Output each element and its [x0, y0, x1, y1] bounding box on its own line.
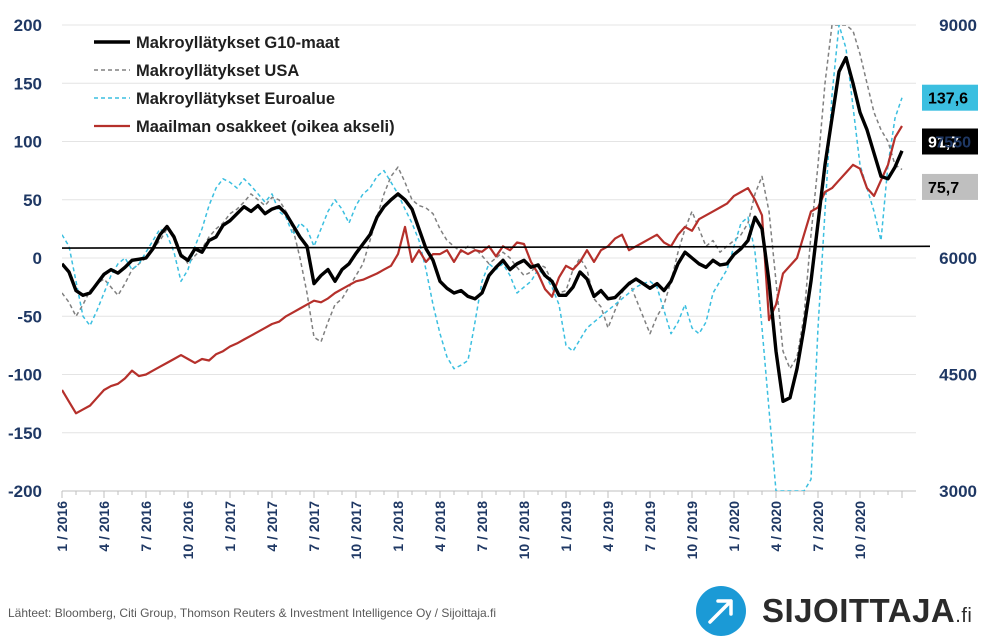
x-tick-label: 7 / 2020: [810, 501, 826, 552]
x-tick-label: 7 / 2018: [474, 501, 490, 552]
x-tick-label: 4 / 2018: [432, 501, 448, 552]
left-tick-label: 150: [14, 74, 42, 93]
left-tick-label: -50: [17, 307, 42, 326]
x-tick-label: 1 / 2018: [390, 501, 406, 552]
end-label: 75,7: [928, 180, 959, 197]
end-label-box: [922, 128, 978, 155]
left-tick-label: 100: [14, 133, 42, 152]
legend-label: Maailman osakkeet (oikea akseli): [136, 118, 395, 136]
brand-logo: SIJOITTAJA.fi: [696, 586, 976, 638]
end-label-box: [922, 84, 978, 111]
x-tick-label: 10 / 2019: [684, 501, 700, 560]
right-tick-label: 6000: [939, 249, 977, 268]
legend-label: Makroyllätykset G10-maat: [136, 34, 340, 52]
left-tick-label: 200: [14, 16, 42, 35]
reference-line: [61, 245, 931, 249]
left-axis: -200 -150 -100 -50 0 50 100 150 200: [8, 16, 42, 501]
x-tick-label: 4 / 2017: [264, 501, 280, 552]
left-tick-label: 50: [23, 191, 42, 210]
right-tick-label: 9000: [939, 16, 977, 35]
series-line-2: [62, 25, 903, 491]
x-tick-label: 1 / 2019: [558, 501, 574, 552]
right-tick-label: 4500: [939, 366, 977, 385]
legend: Makroyllätykset G10-maat Makroyllätykset …: [94, 34, 395, 136]
source-note: Lähteet: Bloomberg, Citi Group, Thomson …: [8, 606, 497, 620]
right-tick-label: 3000: [939, 482, 977, 501]
end-label: 7550: [935, 135, 971, 152]
end-label: 91,7: [928, 135, 959, 152]
x-axis: 1 / 2016 4 / 2016 7 / 2016 10 / 2016 1 / 201…: [54, 490, 916, 560]
series-line-1: [62, 25, 903, 370]
left-tick-label: -100: [8, 366, 42, 385]
x-tick-label: 10 / 2017: [348, 501, 364, 560]
x-tick-label: 1 / 2016: [54, 501, 70, 552]
x-tick-label: 1 / 2017: [222, 501, 238, 552]
x-tick-label: 1 / 2020: [726, 501, 742, 552]
series-line-3: [62, 125, 903, 415]
x-tick-label: 7 / 2019: [642, 501, 658, 552]
brand-name: SIJOITTAJA.fi: [762, 592, 973, 629]
x-tick-label: 10 / 2018: [516, 501, 532, 560]
left-tick-label: -200: [8, 482, 42, 501]
legend-label: Makroyllätykset Euroalue: [136, 90, 335, 108]
x-tick-label: 7 / 2016: [138, 501, 154, 552]
x-tick-label: 7 / 2017: [306, 501, 322, 552]
plot-area: [61, 25, 931, 491]
x-tick-label: 4 / 2020: [768, 501, 784, 552]
end-label: 137,6: [928, 91, 968, 108]
end-label-box: [922, 173, 978, 200]
right-axis: 3000 4500 6000 9000: [939, 16, 977, 501]
x-tick-label: 10 / 2016: [180, 501, 196, 560]
left-tick-label: -150: [8, 424, 42, 443]
brand-suffix: .fi: [955, 605, 973, 627]
arrow-logo-icon: [696, 586, 746, 636]
series-line-0: [62, 55, 904, 403]
left-tick-label: 0: [33, 249, 42, 268]
x-tick-label: 10 / 2020: [852, 501, 868, 560]
legend-label: Makroyllätykset USA: [136, 62, 299, 80]
grid: [62, 24, 916, 434]
x-tick-label: 4 / 2016: [96, 501, 112, 552]
x-tick-label: 4 / 2019: [600, 501, 616, 552]
